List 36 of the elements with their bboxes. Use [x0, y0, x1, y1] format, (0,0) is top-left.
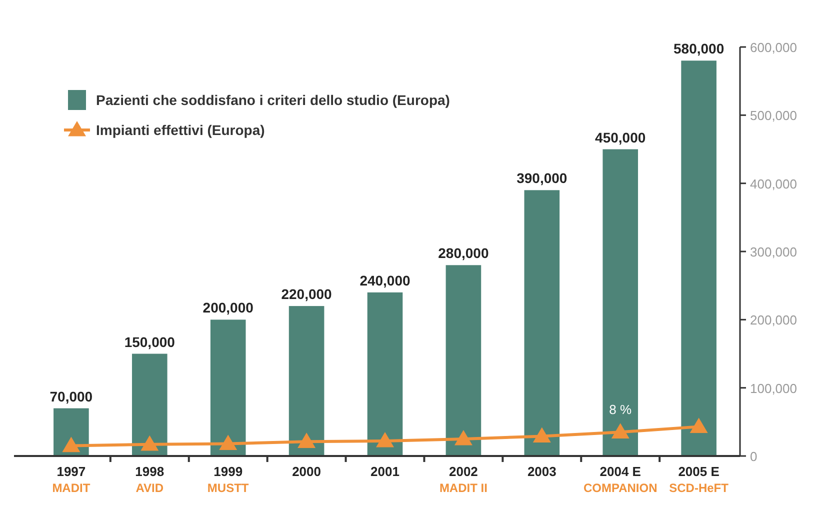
bar — [681, 60, 716, 456]
text: 220,000 — [281, 286, 332, 302]
text: 70,000 — [50, 388, 93, 404]
y-tick-label: 200,000 — [750, 312, 797, 328]
y-tick-label: 100,000 — [750, 380, 797, 396]
y-tick-label: 600,000 — [750, 40, 797, 55]
bar — [602, 149, 638, 456]
y-tick-label: 0 — [750, 449, 758, 464]
annotation: 8 % — [609, 402, 632, 418]
x-tick-label: 2000 — [292, 464, 322, 479]
x-tick-label: 2002 MADIT II — [439, 464, 488, 495]
text: 280,000 — [438, 245, 489, 262]
x-tick-label: 2004 E COMPANION — [583, 464, 658, 495]
bar — [367, 292, 403, 456]
bar — [446, 265, 482, 456]
y-tick-label: 400,000 — [750, 176, 797, 192]
x-tick-label: 2005 E SCD-HeFT — [669, 464, 730, 495]
x-tick-label: 1999 MUSTT — [207, 464, 250, 495]
text: 390,000 — [516, 170, 568, 186]
legend-label: Impianti effettivi (Europa) — [96, 122, 265, 138]
text: 200,000 — [202, 300, 254, 316]
text: 450,000 — [595, 129, 646, 146]
x-tick-label: 1998 AVID — [135, 464, 164, 495]
x-tick-label: 1997 MADIT — [52, 464, 91, 495]
bar — [524, 190, 560, 456]
bar — [210, 320, 246, 456]
text: 150,000 — [124, 334, 175, 350]
text: 580,000 — [674, 40, 724, 57]
y-tick-label: 500,000 — [750, 108, 797, 124]
x-tick-label: 2003 — [527, 464, 556, 479]
bar — [132, 354, 168, 456]
y-tick-label: 300,000 — [750, 244, 797, 260]
legend-label: Pazienti che soddisfano i criteri dello studio (Europa) — [96, 92, 450, 108]
x-tick-label: 2001 — [370, 464, 400, 479]
text: 240,000 — [360, 272, 410, 288]
bar — [288, 306, 324, 456]
